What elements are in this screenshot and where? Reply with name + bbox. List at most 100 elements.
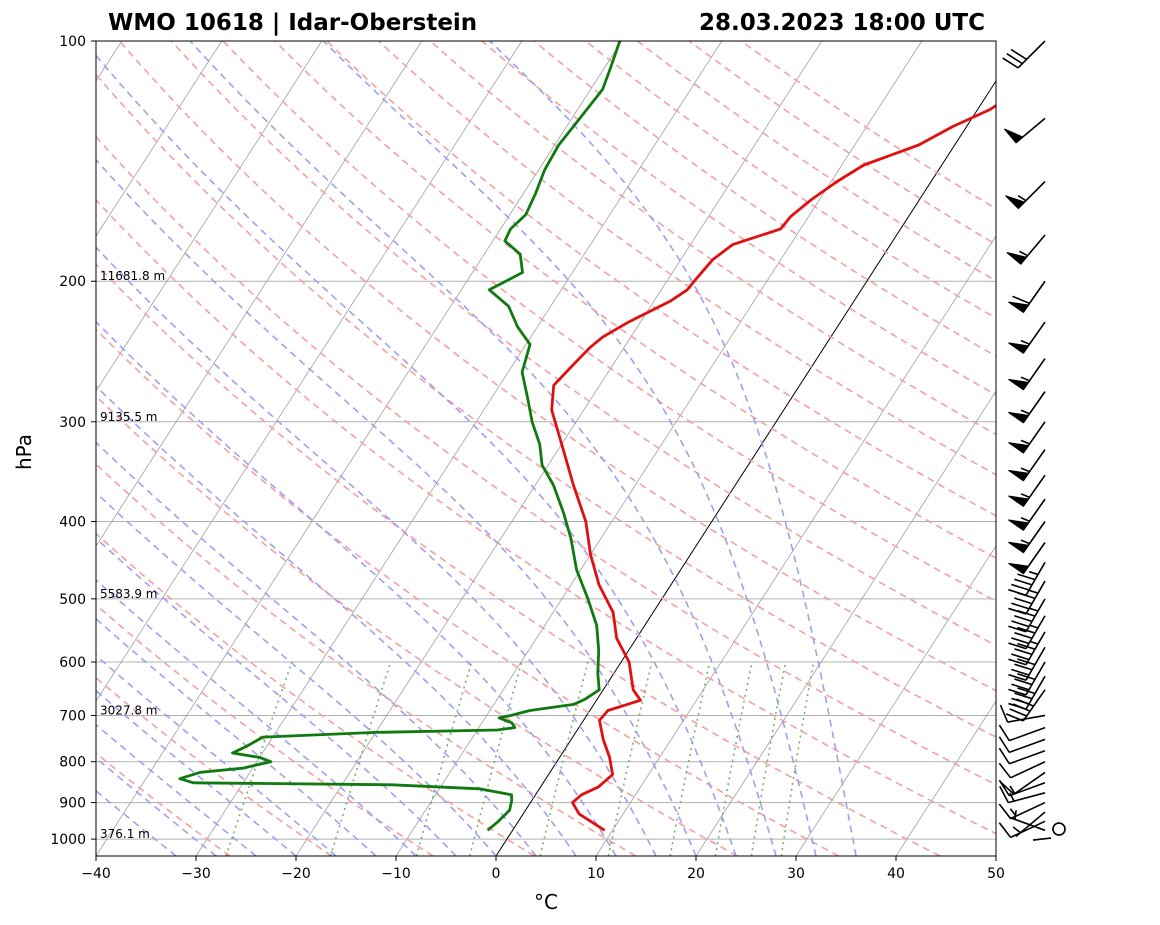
moist-adiabat bbox=[96, 617, 377, 856]
wind-barb bbox=[1008, 449, 1046, 482]
height-labels: 11681.8 m 9135.5 m 5583.9 m 3027.8 m 376.1 m bbox=[100, 269, 165, 841]
barb-full-flag bbox=[1014, 678, 1033, 686]
wind-barb bbox=[1008, 358, 1046, 391]
isotherm-line bbox=[96, 41, 423, 547]
y-axis-ticks: 100 200 300 400 500 600 700 800 900 1000 bbox=[50, 34, 96, 848]
barb-full-flag bbox=[1014, 663, 1033, 671]
barb-half-flag bbox=[1028, 570, 1039, 576]
barb-full-flag bbox=[1012, 295, 1030, 305]
barb-shaft bbox=[1009, 738, 1046, 754]
barb-shaft bbox=[1009, 726, 1046, 742]
wind-barb bbox=[1008, 280, 1046, 314]
barb-full-flag bbox=[998, 762, 1012, 779]
barb-half-flag bbox=[1020, 493, 1030, 499]
chart-title-station: WMO 10618 | Idar-Oberstein bbox=[108, 10, 477, 36]
barb-half-flag bbox=[1028, 607, 1039, 612]
isotherm-line bbox=[595, 235, 996, 856]
barb-shaft bbox=[1013, 771, 1046, 795]
mixing-ratio-line bbox=[607, 661, 653, 856]
profile-lines bbox=[178, 41, 996, 832]
barb-shaft bbox=[1025, 598, 1046, 633]
barb-pennant bbox=[1005, 195, 1026, 210]
mixing-ratio-line bbox=[780, 661, 815, 856]
dry-adiabat bbox=[96, 532, 535, 856]
dry-adiabat bbox=[326, 41, 996, 517]
y-tick-label: 100 bbox=[59, 34, 86, 50]
dry-adiabat bbox=[481, 41, 996, 396]
wind-barb bbox=[1006, 234, 1046, 265]
barb-shaft bbox=[1025, 615, 1046, 650]
barb-full-flag bbox=[999, 781, 1015, 795]
y-tick-label: 700 bbox=[59, 708, 86, 724]
moist-adiabat bbox=[96, 385, 577, 856]
height-label: 9135.5 m bbox=[100, 410, 158, 424]
mixing-ratio-line bbox=[415, 661, 473, 856]
wind-barb bbox=[1008, 646, 1046, 681]
barb-pennant bbox=[1008, 469, 1030, 482]
wind-barb bbox=[999, 771, 1046, 795]
barb-shaft bbox=[1025, 675, 1046, 710]
barb-half-flag bbox=[1020, 467, 1030, 473]
wind-barb bbox=[1032, 822, 1066, 841]
barb-full-flag bbox=[998, 822, 1012, 838]
barb-shaft bbox=[1007, 714, 1046, 723]
barb-pennant bbox=[1008, 342, 1030, 354]
mixing-ratio-line bbox=[539, 661, 589, 856]
x-tick-label: −30 bbox=[181, 866, 211, 882]
barb-half-flag bbox=[1017, 195, 1027, 202]
dry-adiabat bbox=[377, 41, 996, 476]
wind-barb bbox=[1008, 498, 1046, 531]
y-tick-label: 200 bbox=[59, 274, 86, 290]
wind-barb bbox=[999, 704, 1046, 723]
barb-full-flag bbox=[1017, 658, 1036, 666]
barb-full-flag bbox=[1014, 631, 1033, 640]
barb-pennant bbox=[1003, 128, 1024, 144]
dry-adiabat bbox=[96, 463, 637, 856]
barb-full-flag bbox=[998, 736, 1010, 753]
dry-adiabat bbox=[688, 41, 996, 246]
y-tick-label: 800 bbox=[59, 755, 86, 771]
x-tick-label: 50 bbox=[987, 866, 1005, 882]
y-axis-label: hPa bbox=[12, 434, 36, 470]
barb-full-flag bbox=[1008, 607, 1027, 615]
barb-shaft bbox=[1025, 646, 1046, 681]
dry-adiabat bbox=[170, 41, 996, 647]
barb-half-flag bbox=[1020, 376, 1030, 382]
isotherm-line bbox=[96, 41, 323, 392]
barb-shaft bbox=[1010, 801, 1046, 820]
wind-barb bbox=[998, 820, 1046, 839]
height-label: 11681.8 m bbox=[100, 269, 165, 283]
barb-half-flag bbox=[1020, 339, 1030, 345]
x-tick-label: 0 bbox=[492, 866, 501, 882]
barb-shaft bbox=[1015, 811, 1046, 838]
dry-adiabat bbox=[96, 395, 738, 856]
x-tick-label: 10 bbox=[587, 866, 605, 882]
barb-pennant bbox=[1006, 252, 1028, 265]
wind-barb bbox=[1008, 421, 1046, 454]
moist-adiabat bbox=[322, 41, 817, 856]
barb-full-flag bbox=[1011, 683, 1030, 691]
moist-adiabat bbox=[96, 441, 537, 856]
barb-full-flag bbox=[1014, 692, 1033, 700]
y-tick-label: 600 bbox=[59, 655, 86, 671]
barb-full-flag bbox=[1011, 668, 1030, 676]
barb-full-flag bbox=[1002, 57, 1019, 69]
y-tick-label: 900 bbox=[59, 796, 86, 812]
barb-pennant bbox=[1008, 442, 1030, 454]
barb-shaft bbox=[1008, 792, 1046, 804]
barb-full-flag bbox=[1017, 687, 1036, 695]
y-tick-label: 300 bbox=[59, 415, 86, 431]
x-tick-label: −20 bbox=[281, 866, 311, 882]
barb-pennant bbox=[1008, 495, 1030, 508]
wind-barb bbox=[1008, 474, 1046, 508]
dry-adiabat bbox=[533, 41, 996, 358]
x-tick-label: −10 bbox=[381, 866, 411, 882]
barb-full-flag bbox=[1017, 673, 1036, 681]
y-tick-label: 1000 bbox=[50, 832, 86, 848]
barb-full-flag bbox=[998, 803, 1012, 820]
temperature-profile bbox=[550, 103, 996, 832]
x-axis-ticks: −40 −30 −20 −10 0 10 20 30 40 50 bbox=[81, 856, 1005, 882]
barb-shaft bbox=[1032, 837, 1052, 841]
barb-half-flag bbox=[1020, 516, 1030, 522]
barb-pennant bbox=[1008, 562, 1030, 575]
